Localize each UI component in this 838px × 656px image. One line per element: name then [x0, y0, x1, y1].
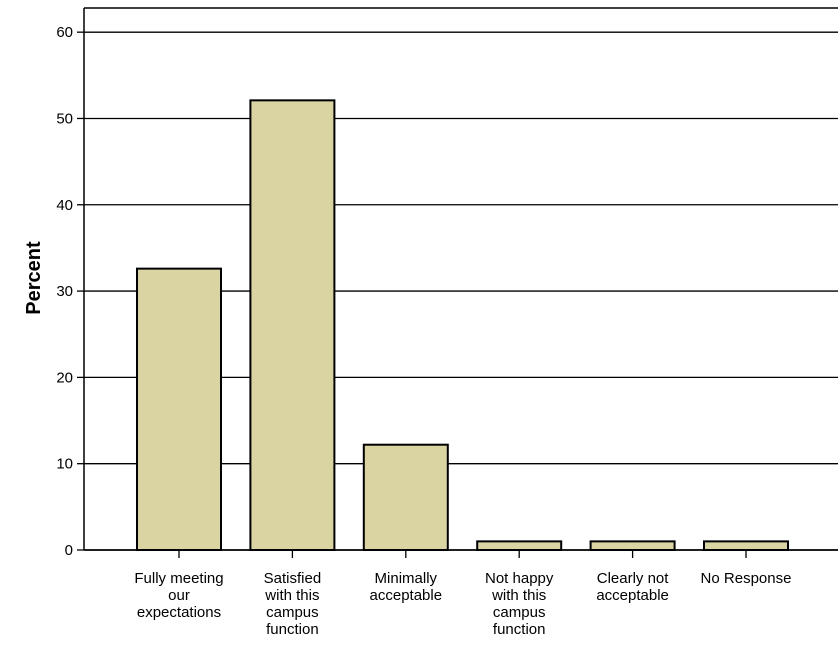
bars: [136, 99, 789, 552]
axes: [77, 7, 838, 558]
x-tick-label: Satisfied with this campus function: [264, 570, 322, 638]
bar: [589, 540, 676, 552]
y-tick-label: 40: [56, 197, 73, 214]
x-tick-label: Minimally acceptable: [370, 570, 443, 604]
y-tick-label: 60: [56, 24, 73, 41]
y-tick-label: 30: [56, 283, 73, 300]
bar: [362, 443, 449, 551]
bar: [249, 99, 336, 551]
bar: [703, 540, 789, 552]
x-tick-label: Fully meeting our expectations: [134, 570, 223, 621]
labels: 0 10 20 30 40 50 60 Fully meeting our expectation…: [56, 24, 791, 638]
y-tick-label: 10: [56, 456, 73, 473]
bar: [476, 540, 563, 552]
y-tick-label: 50: [56, 110, 73, 127]
y-axis-title: Percent: [23, 241, 45, 315]
y-tick-label: 0: [65, 542, 73, 559]
y-tick-label: 20: [56, 369, 73, 386]
bar: [136, 267, 222, 551]
x-tick-label: Not happy with this campus function: [485, 570, 554, 638]
x-tick-label: No Response: [701, 570, 792, 587]
x-tick-label: Clearly not acceptable: [596, 570, 669, 604]
